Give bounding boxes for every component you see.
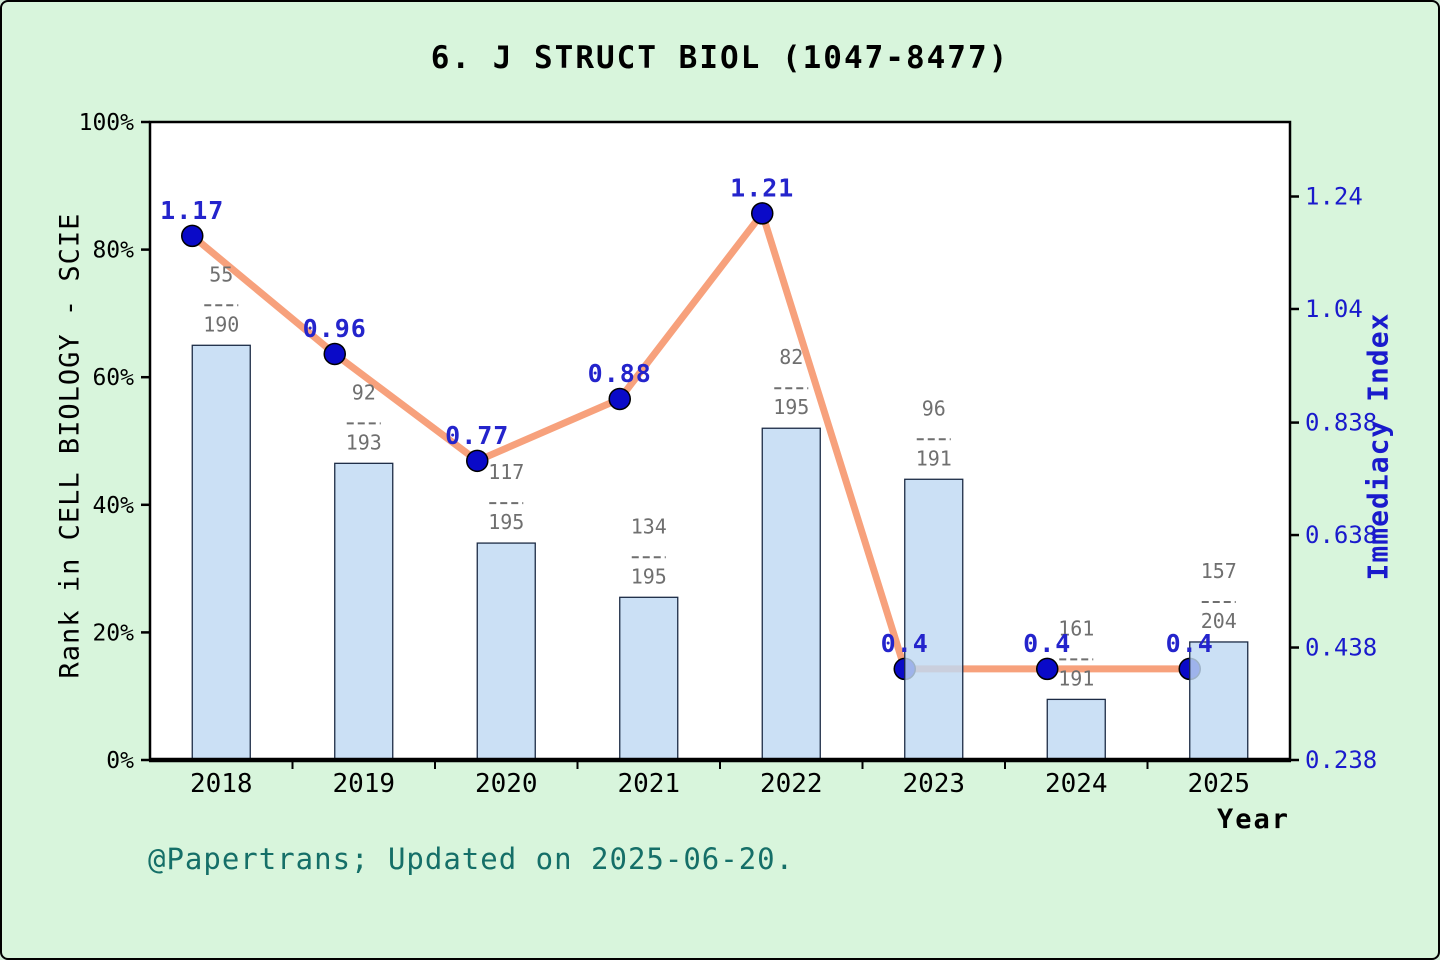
right-tick-label: 0.838 (1305, 409, 1377, 437)
fraction-denominator: 191 (916, 446, 952, 470)
fraction-numerator: 92 (352, 380, 376, 404)
x-axis-title: Year (1217, 804, 1290, 835)
fraction-denominator: 190 (203, 312, 239, 336)
rank-bar-2018[interactable] (191, 344, 251, 761)
left-tick-label: 60% (92, 365, 134, 391)
fraction-numerator: 161 (1058, 616, 1094, 640)
immediacy-point-2021[interactable] (608, 387, 631, 411)
fraction-denominator: 204 (1201, 609, 1237, 633)
x-tick-label: 2022 (760, 769, 823, 799)
immediacy-point-2018[interactable] (181, 224, 204, 248)
x-tick-label: 2025 (1187, 769, 1250, 799)
fraction-denominator: 195 (488, 510, 524, 534)
immediacy-value-label: 0.77 (445, 421, 509, 450)
fraction-numerator: 96 (922, 396, 946, 420)
rank-bar-2023[interactable] (904, 478, 964, 761)
fraction-numerator: 55 (209, 262, 233, 286)
immediacy-value-label: 1.17 (160, 196, 224, 225)
right-tick-label: 0.238 (1305, 746, 1377, 774)
left-tick-label: 20% (92, 620, 134, 646)
x-tick-label: 2021 (617, 769, 680, 799)
immediacy-point-2019[interactable] (323, 342, 346, 366)
immediacy-value-label: 0.4 (881, 629, 929, 658)
fraction-denominator: 193 (346, 430, 382, 454)
x-tick-label: 2018 (190, 769, 253, 799)
plot-area (150, 122, 1290, 760)
immediacy-value-label: 0.4 (1166, 629, 1214, 658)
immediacy-point-2020[interactable] (466, 449, 489, 473)
immediacy-line (188, 209, 1194, 673)
rank-bar-2022[interactable] (761, 427, 821, 761)
fraction-denominator: 191 (1058, 666, 1094, 690)
rank-bar-2025[interactable] (1189, 641, 1249, 761)
fraction-numerator: 117 (488, 460, 524, 484)
left-tick-label: 40% (92, 493, 134, 519)
immediacy-point-2024[interactable] (1036, 657, 1059, 681)
right-tick-label: 1.24 (1305, 183, 1363, 211)
immediacy-value-label: 0.88 (588, 359, 652, 388)
fraction-denominator: 195 (773, 395, 809, 419)
footer-note: @Papertrans; Updated on 2025-06-20. (148, 842, 795, 876)
right-tick-label: 0.638 (1305, 521, 1377, 549)
x-tick-label: 2020 (475, 769, 538, 799)
rank-bar-2024[interactable] (1046, 698, 1106, 761)
rank-bar-2020[interactable] (476, 542, 536, 761)
immediacy-point-2022[interactable] (751, 202, 774, 225)
right-tick-label: 0.438 (1305, 634, 1377, 662)
immediacy-value-label: 1.21 (730, 173, 794, 202)
fraction-numerator: 157 (1201, 559, 1237, 583)
x-tick-label: 2019 (332, 769, 395, 799)
immediacy-value-label: 0.96 (303, 314, 367, 343)
left-tick-label: 100% (79, 110, 135, 136)
rank-bar-2021[interactable] (619, 596, 679, 761)
rank-bar-2019[interactable] (334, 462, 394, 761)
left-tick-label: 0% (106, 748, 134, 774)
left-tick-label: 80% (92, 238, 134, 264)
immediacy-value-label: 0.4 (1023, 629, 1071, 658)
fraction-denominator: 195 (631, 564, 667, 588)
fraction-numerator: 82 (779, 345, 803, 369)
right-tick-label: 1.04 (1305, 295, 1363, 323)
x-tick-label: 2024 (1045, 769, 1108, 799)
x-tick-label: 2023 (902, 769, 965, 799)
fraction-numerator: 134 (631, 514, 667, 538)
chart-title: 6. J STRUCT BIOL (1047-8477) (430, 40, 1010, 76)
